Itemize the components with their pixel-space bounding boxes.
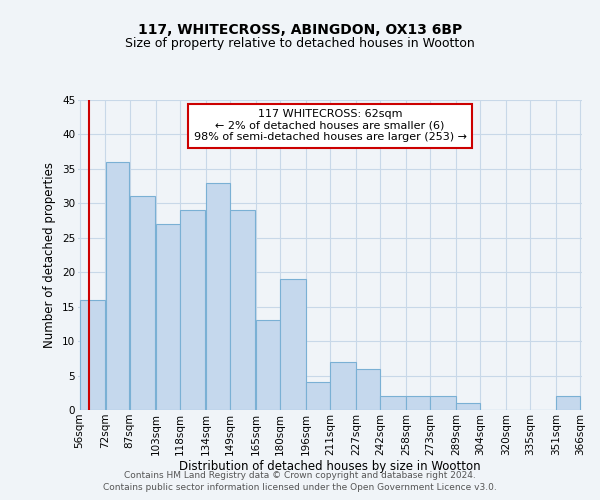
Bar [280, 279, 305, 410]
Bar [356, 368, 380, 410]
Text: Size of property relative to detached houses in Wootton: Size of property relative to detached ho… [125, 38, 475, 51]
Text: 117 WHITECROSS: 62sqm
← 2% of detached houses are smaller (6)
98% of semi-detach: 117 WHITECROSS: 62sqm ← 2% of detached h… [193, 110, 467, 142]
Bar [380, 396, 406, 410]
Bar [306, 382, 330, 410]
Bar [156, 224, 179, 410]
Bar [330, 362, 356, 410]
Y-axis label: Number of detached properties: Number of detached properties [43, 162, 56, 348]
X-axis label: Distribution of detached houses by size in Wootton: Distribution of detached houses by size … [179, 460, 481, 473]
Text: Contains public sector information licensed under the Open Government Licence v3: Contains public sector information licen… [103, 483, 497, 492]
Bar [106, 162, 130, 410]
Bar [80, 300, 105, 410]
Bar [556, 396, 580, 410]
Bar [430, 396, 456, 410]
Bar [456, 403, 480, 410]
Bar [180, 210, 205, 410]
Bar [256, 320, 280, 410]
Bar [206, 182, 230, 410]
Bar [230, 210, 256, 410]
Bar [130, 196, 155, 410]
Text: 117, WHITECROSS, ABINGDON, OX13 6BP: 117, WHITECROSS, ABINGDON, OX13 6BP [138, 22, 462, 36]
Text: Contains HM Land Registry data © Crown copyright and database right 2024.: Contains HM Land Registry data © Crown c… [124, 470, 476, 480]
Bar [406, 396, 430, 410]
